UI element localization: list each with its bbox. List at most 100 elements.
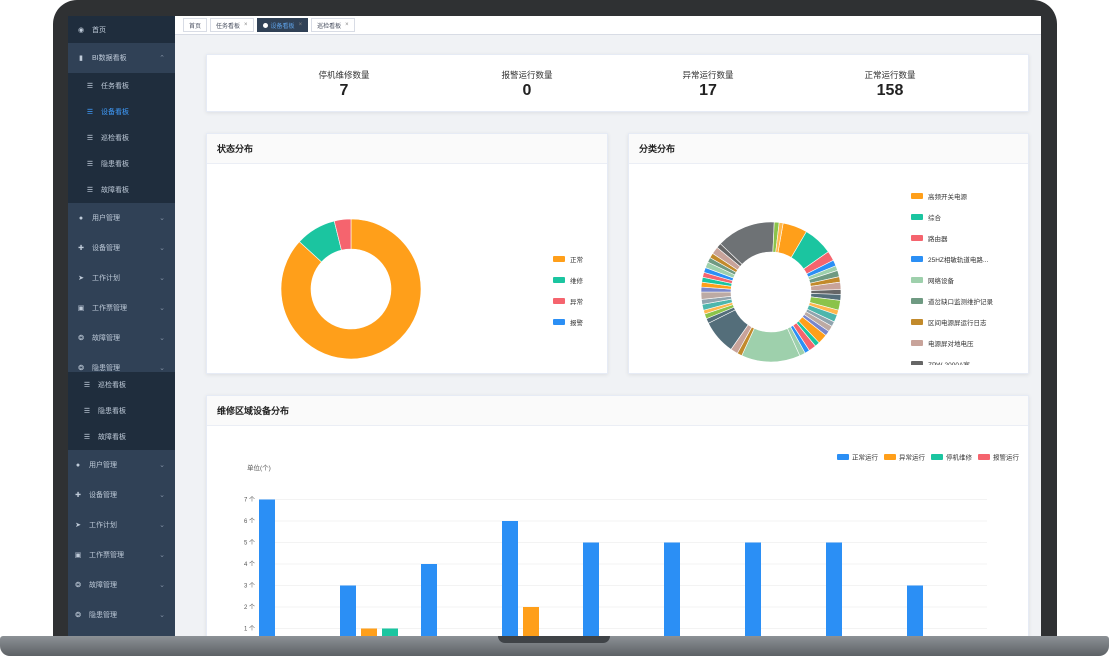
chevron-down-icon: ⌄ [159, 492, 165, 499]
legend-swatch [884, 454, 896, 460]
sidebar-item-label: 用户管理 [89, 462, 117, 469]
legend-label: ZPW-2000A室 [928, 359, 970, 365]
sidebar-group-item[interactable]: ▣ 工作票管理 ⌄ [68, 540, 175, 570]
legend-label: 综合 [928, 215, 941, 222]
legend-item[interactable]: 路由器 [911, 233, 948, 243]
bar-chart-icon: ▮ [79, 55, 83, 62]
legend-label: 道岔缺口监测维护记录 [928, 299, 993, 306]
tab-item[interactable]: 巡检看板 × [311, 18, 355, 32]
sidebar-group-item[interactable]: ✚ 设备管理 ⌄ [68, 480, 175, 510]
sidebar-subitem[interactable]: ☰ 故障看板 [68, 177, 175, 203]
list-icon: ☰ [83, 382, 91, 389]
sidebar-subitem[interactable]: ☰ 故障看板 [68, 424, 175, 450]
sidebar-group-item[interactable]: ❂ 隐患管理 ⌄ [68, 600, 175, 630]
sidebar-group-item[interactable]: ➤ 工作计划 ⌄ [68, 263, 175, 293]
sidebar-group-item[interactable]: ➤ 工作计划 ⌄ [68, 510, 175, 540]
legend-item[interactable]: 综合 [911, 212, 941, 222]
stats-card: 停机维修数量 7 报警运行数量 0 异常运行数量 17 正常运行数量 158 [206, 54, 1029, 112]
sidebar-group-item[interactable]: ● 用户管理 ⌄ [68, 203, 175, 233]
sidebar-subitem[interactable]: ☰ 设备看板 [68, 99, 175, 125]
bar[interactable] [421, 564, 437, 636]
pie-slice[interactable] [280, 218, 422, 360]
panel-title: 状态分布 [207, 134, 607, 164]
sidebar-group-item[interactable]: ✚ 设备管理 ⌄ [68, 233, 175, 263]
legend-item[interactable]: 区间电源屏运行日志 [911, 317, 987, 327]
chevron-down-icon: ⌄ [159, 552, 165, 559]
laptop-notch [498, 636, 610, 643]
legend-swatch [911, 277, 923, 283]
tab-item[interactable]: 任务看板 × [210, 18, 254, 32]
sidebar-item-label: 工作计划 [92, 275, 120, 282]
legend-item[interactable]: 电源屏对地电压 [911, 338, 974, 348]
legend-item[interactable]: ZPW-2000A室 [911, 359, 970, 365]
legend-label[interactable]: 正常运行 [852, 453, 879, 462]
legend-item[interactable]: 网络设备 [911, 275, 954, 285]
stat-item: 报警运行数量 0 [447, 69, 607, 100]
sidebar-item-label: 工作票管理 [92, 305, 127, 312]
chevron-down-icon: ⌄ [159, 215, 165, 222]
sidebar-group-item[interactable]: ❂ 故障管理 ⌄ [68, 570, 175, 600]
y-tick-label: 6 个 [244, 518, 255, 525]
chevron-down-icon: ⌄ [159, 582, 165, 589]
user-icon: ● [75, 461, 81, 469]
bar[interactable] [826, 542, 842, 637]
sidebar-item-label: 隐患管理 [92, 365, 120, 372]
sidebar-group-item[interactable]: ▣ 工作票管理 ⌄ [68, 293, 175, 323]
bar[interactable] [523, 607, 539, 636]
bar[interactable] [907, 585, 923, 637]
legend-swatch [553, 256, 565, 262]
bar[interactable] [259, 499, 275, 637]
bug-icon: ❂ [78, 335, 84, 342]
bug-icon: ❂ [75, 582, 81, 589]
bar[interactable] [664, 542, 680, 637]
legend-label[interactable]: 停机维修 [946, 453, 973, 462]
legend-swatch [553, 298, 565, 304]
sidebar-group-item[interactable]: ● 用户管理 ⌄ [68, 450, 175, 480]
close-icon[interactable]: × [345, 22, 349, 28]
legend-item[interactable]: 25HZ相敏轨道电路... [911, 254, 988, 264]
sidebar-subitem[interactable]: ☰ 任务看板 [68, 73, 175, 99]
sidebar-subitem[interactable]: ☰ 隐患看板 [68, 151, 175, 177]
sidebar-item-bi-dashboard[interactable]: ▮ BI数据看板 ⌃ [68, 43, 175, 73]
pie-slice[interactable] [775, 222, 784, 253]
device-icon: ✚ [78, 245, 84, 252]
tab-item[interactable]: 首页 [183, 18, 208, 32]
sidebar-item-home[interactable]: ◉ 首页 [68, 16, 175, 43]
legend-item[interactable]: 报警 [553, 317, 583, 327]
bar[interactable] [382, 628, 398, 637]
close-icon[interactable]: × [244, 22, 248, 28]
bar[interactable] [361, 628, 377, 637]
legend-item[interactable]: 正常 [553, 254, 583, 264]
tab-item[interactable]: 设备看板 × [256, 18, 309, 32]
panel-title: 维修区域设备分布 [207, 396, 1028, 426]
sidebar-group-item[interactable]: ❂ 故障管理 ⌄ [68, 323, 175, 353]
list-icon: ☰ [86, 187, 94, 194]
legend-item[interactable]: 维修 [553, 275, 583, 285]
legend-swatch [911, 214, 923, 220]
sidebar-item-label: 巡检看板 [98, 382, 126, 389]
legend-swatch [837, 454, 849, 460]
legend-item[interactable]: 高频开关电源 [911, 191, 967, 201]
pie-slice[interactable] [333, 218, 352, 251]
bar[interactable] [745, 542, 761, 637]
sidebar-overlay: ☰ 巡检看板 ☰ 隐患看板 ☰ 故障看板 ● 用户管理 ⌄ ✚ 设备管理 ⌄ ➤ 工作计划 ⌄ ▣ 工作票管理… [68, 372, 175, 636]
legend-label[interactable]: 异常运行 [899, 453, 926, 462]
bar[interactable] [583, 542, 599, 637]
close-icon[interactable]: × [298, 22, 303, 28]
legend-label[interactable]: 报警运行 [993, 453, 1020, 462]
legend-swatch [911, 256, 923, 262]
legend-label: 正常 [570, 257, 583, 264]
tab-label: 首页 [189, 23, 202, 30]
list-icon: ☰ [86, 135, 94, 142]
bar[interactable] [502, 521, 518, 636]
sidebar-subitem[interactable]: ☰ 巡检看板 [68, 372, 175, 398]
legend-item[interactable]: 异常 [553, 296, 583, 306]
sidebar-subitem[interactable]: ☰ 隐患看板 [68, 398, 175, 424]
sidebar-group-item[interactable]: ❂ 隐患管理 ⌄ [68, 353, 175, 383]
ticket-icon: ▣ [74, 552, 82, 559]
sidebar-item-label: 巡检看板 [101, 135, 129, 142]
bar[interactable] [340, 585, 356, 637]
sidebar-subitem[interactable]: ☰ 巡检看板 [68, 125, 175, 151]
legend-swatch [553, 277, 565, 283]
legend-item[interactable]: 道岔缺口监测维护记录 [911, 296, 993, 306]
